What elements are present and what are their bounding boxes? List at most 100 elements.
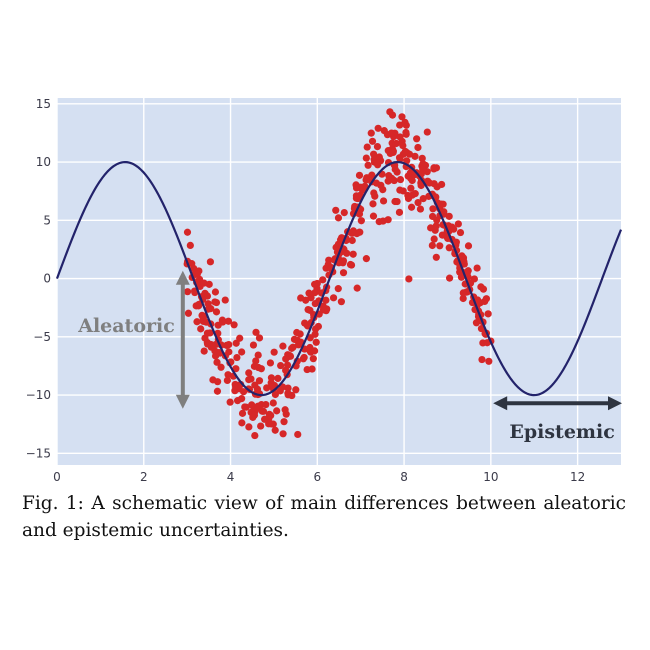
scatter-point: [183, 288, 192, 296]
scatter-point: [334, 214, 343, 222]
scatter-point: [279, 342, 287, 350]
scatter-point: [386, 108, 394, 116]
y-tick-label: 5: [43, 213, 51, 227]
scatter-point: [416, 205, 425, 213]
axis-ticks: 0 2 4 6 8 10 12 15 10 5 0 −5 −10 −15: [26, 97, 586, 484]
scatter-point: [398, 113, 406, 121]
scatter-point: [401, 118, 409, 126]
scatter-point: [337, 298, 345, 306]
scatter-point: [271, 390, 279, 399]
scatter-point: [314, 322, 322, 331]
x-tick-label: 8: [400, 470, 408, 484]
scatter-point: [225, 341, 233, 349]
scatter-point: [279, 430, 287, 438]
scatter-point: [274, 374, 282, 382]
x-tick-label: 0: [53, 470, 61, 484]
scatter-point: [393, 197, 401, 206]
scatter-point: [267, 374, 276, 382]
scatter-point: [440, 208, 448, 216]
scatter-point: [395, 208, 404, 216]
scatter-point: [478, 355, 486, 364]
scatter-point: [266, 359, 275, 367]
scatter-point: [223, 376, 231, 385]
scatter-point: [258, 407, 266, 415]
scatter-point: [430, 165, 438, 173]
scatter-point: [212, 298, 221, 307]
scatter-point: [374, 124, 382, 132]
scatter-point: [282, 366, 290, 374]
scatter-point: [355, 171, 364, 179]
scatter-point: [204, 300, 212, 308]
x-tick-label: 4: [227, 470, 235, 484]
scatter-point: [371, 192, 379, 200]
scatter-point: [340, 208, 348, 217]
scatter-point: [396, 155, 404, 163]
scatter-point: [459, 289, 467, 297]
scatter-point: [385, 172, 393, 180]
scatter-point: [200, 279, 208, 287]
scatter-point: [263, 384, 271, 392]
scatter-point: [368, 171, 376, 179]
scatter-point: [238, 409, 247, 417]
scatter-point: [311, 330, 319, 338]
scatter-point: [248, 401, 256, 409]
scatter-point: [245, 369, 253, 377]
scatter-point: [203, 329, 212, 337]
plot-background: [57, 98, 621, 465]
scatter-point: [369, 212, 378, 220]
scatter-point: [245, 423, 253, 431]
scatter-point: [483, 339, 491, 347]
scatter-point: [226, 398, 234, 406]
scatter-point: [252, 328, 260, 336]
scatter-point: [339, 269, 348, 277]
grid: [56, 98, 621, 465]
x-tick-label: 10: [483, 470, 498, 484]
scatter-point: [485, 357, 493, 365]
scatter-point: [311, 299, 319, 308]
scatter-point: [195, 300, 203, 308]
scatter-point: [361, 182, 369, 190]
scatter-point: [349, 227, 358, 235]
scatter-point: [236, 334, 244, 342]
scatter-point: [309, 355, 317, 363]
scatter-point: [405, 275, 413, 283]
scatter-point: [270, 348, 278, 356]
scatter-point: [249, 341, 258, 349]
scatter-point: [290, 335, 299, 343]
scatter-point: [432, 253, 440, 261]
scatter-point: [332, 206, 340, 214]
scatter-point: [417, 181, 425, 190]
scatter-point: [186, 241, 194, 250]
scatter-point: [396, 175, 405, 184]
scatter-point: [289, 343, 297, 351]
scatter-point: [380, 127, 388, 135]
scatter-point: [293, 328, 301, 337]
scatter-point: [433, 216, 441, 224]
scatter-point: [445, 244, 453, 252]
scatter-point: [427, 224, 435, 232]
scatter-point: [273, 407, 281, 415]
scatter-point: [425, 179, 434, 187]
scatter-point: [407, 203, 416, 211]
scatter-point: [249, 413, 257, 421]
scatter-point: [414, 198, 422, 207]
scatter-point: [464, 242, 473, 250]
scatter-point: [352, 184, 361, 192]
scatter-point: [373, 142, 382, 151]
scatter-point: [224, 371, 232, 379]
scatter-point: [271, 426, 279, 434]
scatter-point: [452, 238, 460, 246]
y-tick-label: 0: [43, 272, 51, 286]
scatter-point: [396, 121, 404, 129]
figure-caption: Fig. 1: A schematic view of main differe…: [22, 493, 626, 541]
scatter-point: [297, 294, 305, 302]
sine-curve: [55, 160, 623, 397]
scatter-point: [306, 306, 314, 314]
scatter-point: [238, 419, 246, 427]
scatter-point: [419, 195, 427, 203]
scatter-point: [238, 395, 246, 403]
scatter-point: [221, 296, 229, 304]
scatter-point: [242, 403, 250, 411]
scatter-point: [206, 258, 215, 266]
scatter-point: [363, 143, 371, 151]
